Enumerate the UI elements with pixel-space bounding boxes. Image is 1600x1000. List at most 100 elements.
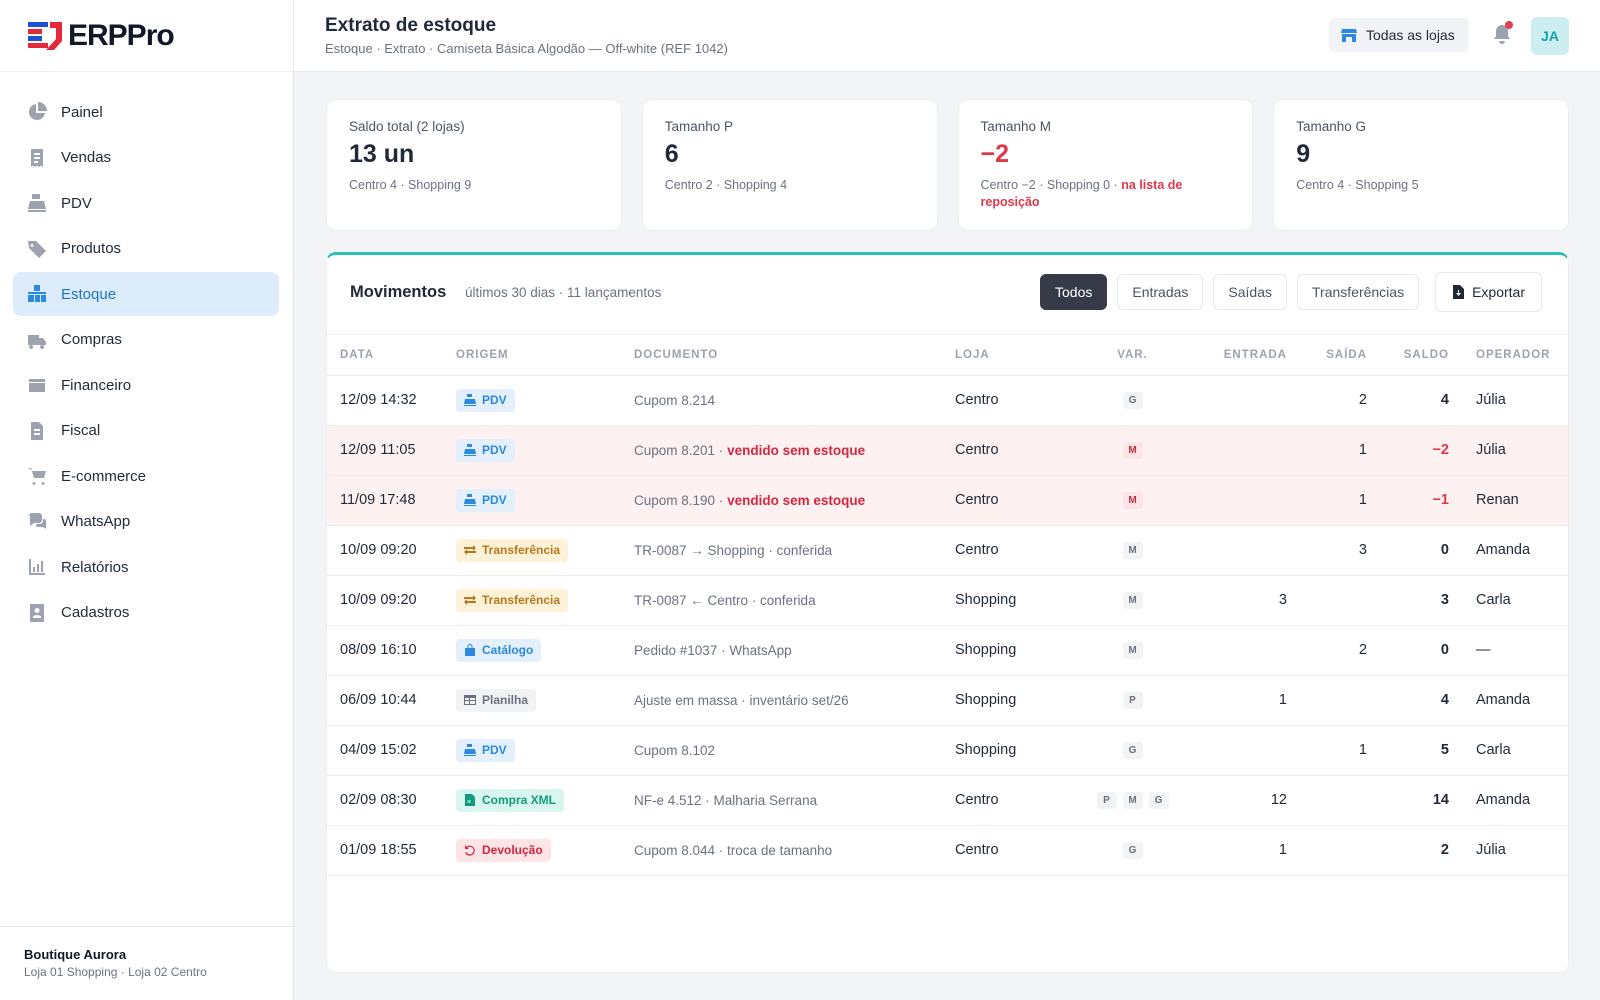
cell-balance: 0 <box>1367 525 1449 576</box>
cell-store: Centro <box>955 825 1083 876</box>
notifications-button[interactable] <box>1492 21 1514 46</box>
sidebar-item-produtos[interactable]: Produtos <box>13 227 279 271</box>
cell-date: 08/09 16:10 <box>327 625 456 676</box>
table-row[interactable]: 12/09 14:32 PDV Cupom 8.214 Centro G 2 4… <box>327 375 1568 426</box>
sidebar-item-financeiro[interactable]: Financeiro <box>13 363 279 407</box>
sidebar-item-label: Compras <box>61 331 122 348</box>
cell-balance: 5 <box>1367 725 1449 776</box>
table-row[interactable]: 10/09 09:20 Transferência TR-0087 ← Cent… <box>327 575 1568 626</box>
sidebar-item-whatsapp[interactable]: WhatsApp <box>13 500 279 544</box>
filter-entradas[interactable]: Entradas <box>1117 274 1204 310</box>
stat-label: Tamanho G <box>1296 119 1367 134</box>
table-row[interactable]: 01/09 18:55 Devolução Cupom 8.044 · troc… <box>327 825 1568 876</box>
cell-document: Pedido #1037 · WhatsApp <box>634 625 955 676</box>
cell-origin: Devolução <box>456 825 634 876</box>
cell-origin: Transferência <box>456 575 634 626</box>
origin-badge-return: Devolução <box>456 838 551 862</box>
store-selector[interactable]: Todas as lojas <box>1329 18 1469 52</box>
table-row[interactable]: 08/09 16:10 Catálogo Pedido #1037 · What… <box>327 625 1568 676</box>
origin-label: PDV <box>482 493 507 507</box>
cell-store: Centro <box>955 775 1083 826</box>
contacts-icon <box>27 603 47 623</box>
stat-detail-text: Centro −2 · Shopping 0 · <box>980 178 1122 192</box>
sidebar-item-painel[interactable]: Painel <box>13 90 279 134</box>
shopping-bag-icon <box>465 644 475 656</box>
cell-balance: 14 <box>1367 775 1449 826</box>
col-header-var[interactable]: VAR. <box>1083 335 1182 376</box>
col-header-documento[interactable]: DOCUMENTO <box>634 335 955 376</box>
movements-title: Movimentos <box>350 283 447 301</box>
variant-chip: G <box>1148 792 1169 809</box>
cell-exit: 1 <box>1287 475 1367 526</box>
sidebar-item-e-commerce[interactable]: E-commerce <box>13 454 279 498</box>
cell-variants: G <box>1083 725 1182 776</box>
filter-transferencias[interactable]: Transferências <box>1297 274 1420 310</box>
document-icon <box>27 421 47 441</box>
filter-saidas[interactable]: Saídas <box>1213 274 1287 310</box>
cell-variants: G <box>1083 375 1182 426</box>
cell-entry <box>1182 625 1287 676</box>
origin-badge-catalog: Catálogo <box>456 638 542 662</box>
current-store[interactable]: Boutique Aurora Loja 01 Shopping · Loja … <box>0 926 294 1000</box>
variant-chip: G <box>1122 742 1143 759</box>
table-row[interactable]: 10/09 09:20 Transferência TR-0087 → Shop… <box>327 525 1568 576</box>
cart-icon <box>27 466 47 486</box>
filter-todos[interactable]: Todos <box>1040 274 1108 310</box>
cell-origin: Catálogo <box>456 625 634 676</box>
col-header-data[interactable]: DATA <box>327 335 456 376</box>
export-button[interactable]: Exportar <box>1435 272 1542 312</box>
sold-without-stock-flag: vendido sem estoque <box>727 442 866 458</box>
stat-card-size-p: Tamanho P 6 Centro 2 · Shopping 4 <box>641 99 938 231</box>
cell-exit: 2 <box>1287 375 1367 426</box>
cell-exit: 3 <box>1287 525 1367 576</box>
sidebar-item-label: Produtos <box>61 240 122 257</box>
col-header-loja[interactable]: LOJA <box>955 335 1083 376</box>
receipt-icon <box>27 148 47 168</box>
table-row[interactable]: 12/09 11:05 PDV Cupom 8.201 · vendido se… <box>327 425 1568 476</box>
sidebar-item-estoque[interactable]: Estoque <box>13 272 279 316</box>
user-avatar[interactable]: JA <box>1531 17 1569 55</box>
chat-icon <box>27 512 47 532</box>
origin-badge-transfer: Transferência <box>456 538 569 562</box>
col-header-entrada[interactable]: ENTRADA <box>1182 335 1287 376</box>
cell-date: 06/09 10:44 <box>327 675 456 726</box>
origin-label: Compra XML <box>482 793 557 807</box>
sidebar-item-pdv[interactable]: PDV <box>13 181 279 225</box>
page-title: Extrato de estoque <box>325 15 497 36</box>
cell-exit <box>1287 675 1367 726</box>
cell-entry <box>1182 425 1287 476</box>
cell-entry: 3 <box>1182 575 1287 626</box>
col-header-saldo[interactable]: SALDO <box>1367 335 1449 376</box>
origin-badge-pdv: PDV <box>456 388 515 412</box>
table-row[interactable]: 06/09 10:44 Planilha Ajuste em massa · i… <box>327 675 1568 726</box>
sidebar-item-label: Painel <box>61 103 103 121</box>
col-header-origem[interactable]: ORIGEM <box>456 335 634 376</box>
cell-origin: Compra XML <box>456 775 634 826</box>
sidebar-item-relatorios[interactable]: Relatórios <box>13 545 279 589</box>
table-row[interactable]: 04/09 15:02 PDV Cupom 8.102 Shopping G 1… <box>327 725 1568 776</box>
stat-card-total: Saldo total (2 lojas) 13 un Centro 4 · S… <box>326 99 622 231</box>
variant-chip: M <box>1122 542 1143 559</box>
register-icon <box>464 494 476 506</box>
table-row[interactable]: 11/09 17:48 PDV Cupom 8.190 · vendido se… <box>327 475 1568 526</box>
replenishment-warning: na lista de reposição <box>980 178 1183 209</box>
col-header-saida[interactable]: SAÍDA <box>1287 335 1367 376</box>
file-export-icon <box>1453 285 1465 299</box>
cell-balance: −2 <box>1367 425 1449 476</box>
movements-panel: Movimentos últimos 30 dias · 11 lançamen… <box>326 252 1569 973</box>
sidebar-item-fiscal[interactable]: Fiscal <box>13 409 279 453</box>
app-logo[interactable]: ERPPro <box>0 0 293 72</box>
col-header-operador[interactable]: OPERADOR <box>1449 335 1568 376</box>
cell-document: NF-e 4.512 · Malharia Serrana <box>634 775 955 826</box>
sidebar-item-compras[interactable]: Compras <box>13 318 279 362</box>
origin-label: Catálogo <box>482 643 534 657</box>
document-text: Cupom 8.190 · <box>634 492 728 508</box>
variant-chip: M <box>1122 492 1143 509</box>
swap-arrows-icon <box>464 595 476 605</box>
table-row[interactable]: 02/09 08:30 Compra XML NF-e 4.512 · Malh… <box>327 775 1568 826</box>
origin-label: Transferência <box>482 593 561 607</box>
wallet-icon <box>27 375 47 395</box>
sidebar-item-vendas[interactable]: Vendas <box>13 136 279 180</box>
sidebar-item-cadastros[interactable]: Cadastros <box>13 591 279 635</box>
movement-filters: Todos Entradas Saídas Transferências Exp… <box>1040 272 1542 312</box>
